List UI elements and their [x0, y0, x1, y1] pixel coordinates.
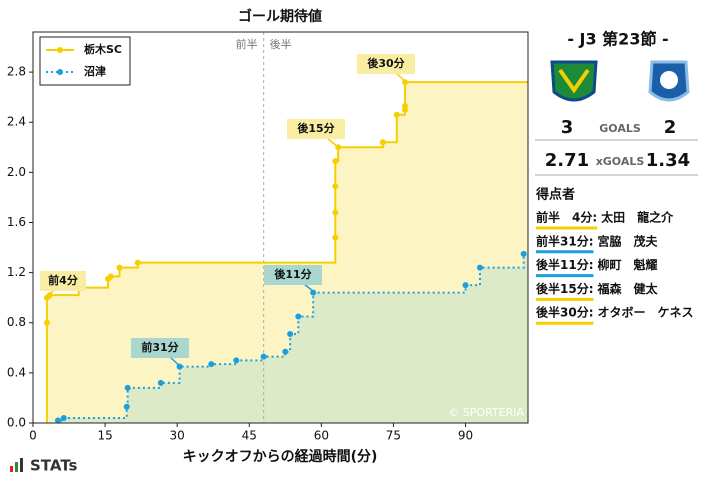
scorer-name: 宮脇 茂夫 [598, 233, 659, 248]
y-tick-label: 2.0 [7, 165, 26, 179]
match-title: - J3 第23節 - [567, 30, 668, 49]
annotation-box [287, 119, 345, 139]
marker [476, 264, 483, 271]
marker [134, 259, 141, 266]
marker [332, 234, 339, 241]
annotation: 後11分 [274, 267, 311, 281]
marker [310, 289, 317, 296]
scorer-time: 前半31分: [536, 233, 594, 248]
scorer-name: オタボー ケネス [598, 305, 694, 320]
half-label: 後半 [270, 37, 292, 51]
legend-marker [57, 47, 63, 53]
away-logo [648, 60, 690, 102]
annotation-box [40, 271, 86, 291]
annotation: 前4分 [48, 273, 78, 287]
area [57, 253, 528, 423]
marker [332, 209, 339, 216]
y-tick-label: 0.0 [7, 416, 26, 430]
away-xg: 1.34 [646, 150, 690, 171]
marker [332, 183, 339, 190]
scorer-name: 柳町 魁耀 [598, 257, 658, 272]
x-tick-label: 30 [170, 429, 185, 443]
marker [116, 264, 123, 271]
y-tick-label: 0.8 [7, 315, 26, 329]
x-tick-label: 0 [29, 429, 37, 443]
marker [60, 414, 67, 421]
scorers-title: 得点者 [535, 187, 575, 203]
y-tick-label: 1.2 [7, 265, 26, 279]
x-tick-label: 45 [242, 429, 257, 443]
scorer-time: 後半11分: [536, 257, 594, 272]
scorer-time: 前半 4分: [536, 210, 597, 225]
brand-logo [10, 458, 23, 472]
xg-label: xGOALS [596, 155, 645, 168]
marker [123, 403, 130, 410]
plot-frame [32, 31, 529, 424]
marker [287, 331, 294, 338]
legend-box [39, 36, 131, 86]
annotation: 前31分 [141, 340, 178, 354]
marker [157, 379, 164, 386]
x-tick-label: 75 [386, 429, 401, 443]
marker [393, 111, 400, 118]
home-xg: 2.71 [545, 150, 589, 171]
marker [208, 361, 215, 368]
annotation-box [131, 338, 189, 358]
marker [282, 348, 289, 355]
marker [54, 417, 61, 424]
chart-title: ゴール期待値 [238, 8, 322, 25]
scorer-name: 福森 健太 [597, 281, 659, 296]
y-tick-label: 2.8 [7, 65, 26, 79]
annotation: 後30分 [367, 56, 404, 70]
y-tick-label: 1.6 [7, 215, 26, 229]
marker [520, 250, 527, 257]
marker [401, 102, 408, 109]
x-tick-label: 15 [97, 429, 112, 443]
marker [379, 139, 386, 146]
marker [124, 384, 131, 391]
x-tick-label: 60 [314, 429, 329, 443]
legend-marker [57, 69, 63, 75]
marker [332, 158, 339, 165]
y-tick-label: 2.4 [7, 115, 26, 129]
marker [462, 282, 469, 289]
scorer-time: 後半15分: [536, 281, 594, 296]
marker [107, 273, 114, 280]
legend-label: 沼津 [84, 64, 106, 78]
copyright: © SPORTERIA [448, 406, 524, 419]
marker [43, 319, 50, 326]
marker [260, 353, 267, 360]
annotation-box [264, 265, 322, 285]
goals-label: GOALS [599, 122, 641, 135]
brand: STATs [30, 457, 78, 475]
annotation: 後15分 [297, 121, 334, 135]
marker [295, 313, 302, 320]
scorer-time: 後半30分: [536, 305, 594, 320]
y-tick-label: 0.4 [7, 365, 26, 379]
home-logo [550, 60, 598, 102]
annotation-box [357, 54, 415, 74]
marker [233, 357, 240, 364]
legend-label: 栃木SC [84, 42, 122, 56]
half-label: 前半 [236, 37, 258, 51]
x-tick-label: 90 [458, 429, 473, 443]
x-axis-label: キックオフからの経過時間(分) [183, 448, 378, 465]
home-goals: 3 [561, 117, 574, 138]
away-goals: 2 [664, 117, 677, 138]
scorer-name: 太田 龍之介 [601, 210, 674, 225]
